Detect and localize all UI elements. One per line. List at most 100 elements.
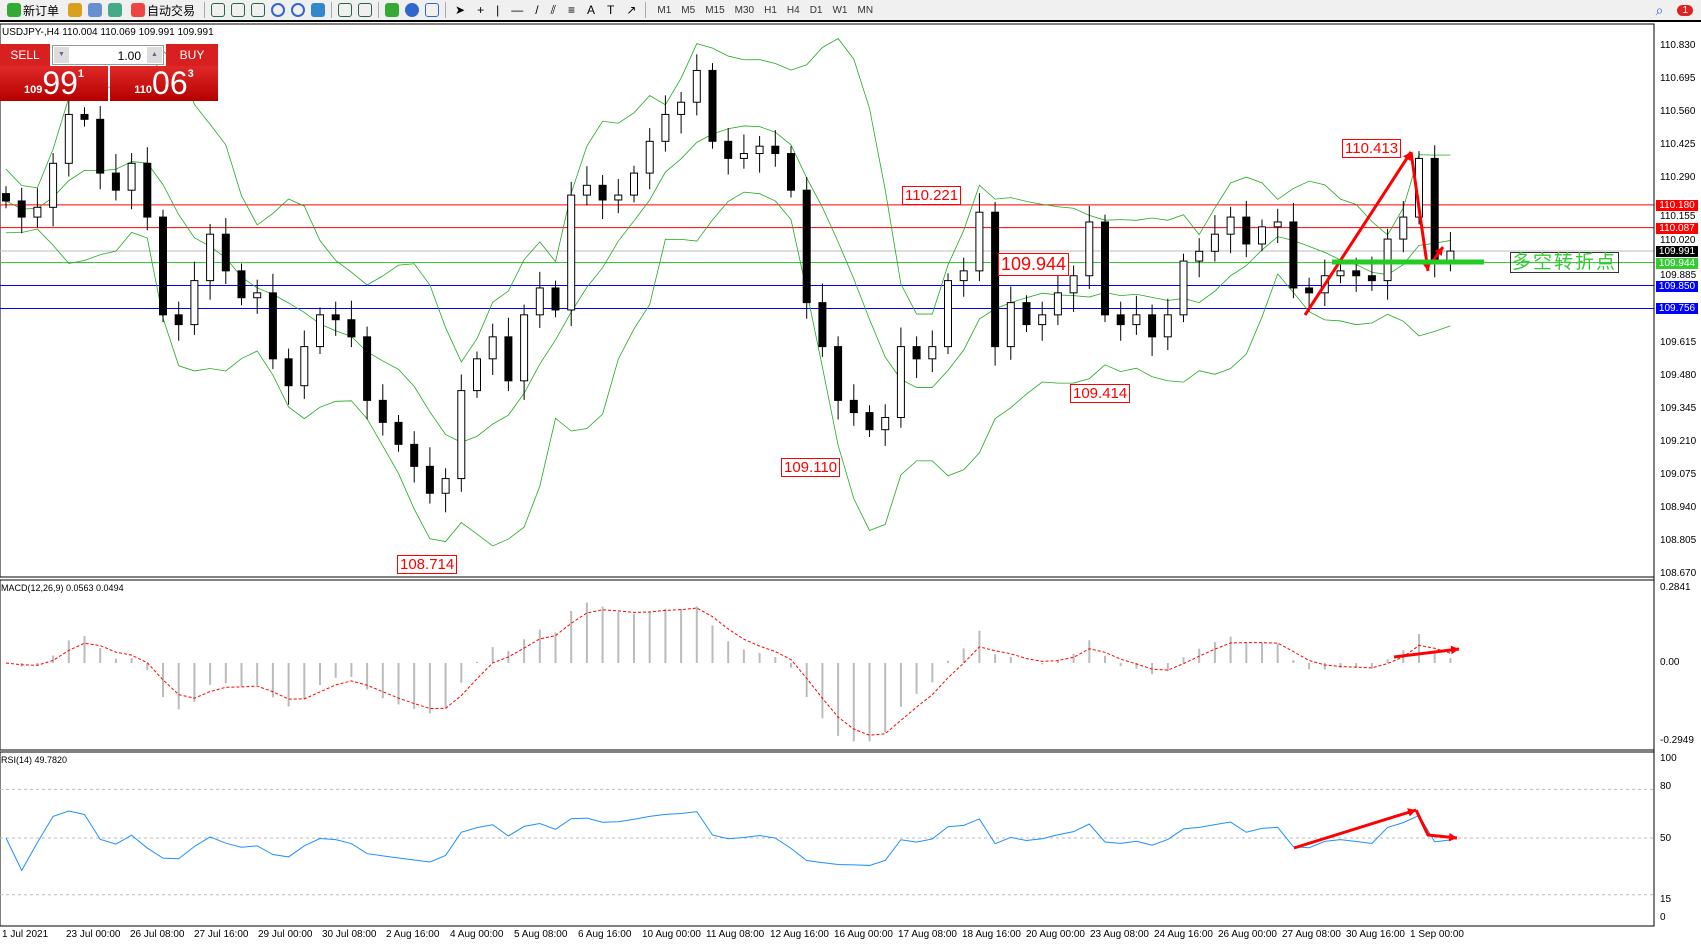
macd-label: MACD(12,26,9) 0.0563 0.0494 <box>1 583 124 593</box>
channel-icon[interactable]: ⫽ <box>550 2 556 17</box>
candle-body <box>473 358 481 392</box>
horizontal-line-icon[interactable]: — <box>511 3 524 17</box>
symbol-info: USDJPY-,H4 110.004 110.069 109.991 109.9… <box>2 27 214 38</box>
candle-body <box>49 162 58 208</box>
candle-body <box>143 162 152 218</box>
price-axis-tick: 110.425 <box>1660 139 1696 150</box>
fibonacci-icon[interactable]: ≡ <box>567 3 575 17</box>
candle-body <box>504 336 513 382</box>
timeframe-m5[interactable]: M5 <box>681 4 696 16</box>
price-axis-tick: 108.805 <box>1660 535 1697 546</box>
rsi-axis: 15 <box>1660 894 1672 905</box>
time-axis-label: 5 Aug 08:00 <box>514 929 568 940</box>
candle-body <box>724 140 733 159</box>
lot-decrease-icon[interactable]: ▼ <box>54 47 69 63</box>
one-click-trading-panel: SELL ▼ 1.00 ▲ BUY 109 99 1 110 06 3 <box>0 44 218 101</box>
timeframe-m15[interactable]: M15 <box>705 4 725 16</box>
candle-body <box>959 270 968 282</box>
zoom-in-icon[interactable] <box>271 3 286 17</box>
candle-body <box>1053 292 1062 316</box>
vertical-line-icon[interactable]: | <box>496 3 500 17</box>
buy-button[interactable]: BUY <box>166 44 218 66</box>
candle-body <box>33 206 42 218</box>
time-axis-label: 23 Aug 08:00 <box>1090 929 1149 940</box>
candle-chart-icon[interactable] <box>231 3 246 17</box>
navigator-icon[interactable] <box>88 3 103 17</box>
chart-shift-icon[interactable] <box>358 3 373 17</box>
candle-body <box>1305 287 1314 294</box>
candle-body <box>1226 216 1235 235</box>
timeframe-h1[interactable]: H1 <box>764 4 777 16</box>
candle-body <box>1006 302 1015 348</box>
lot-increase-icon[interactable]: ▲ <box>147 47 162 63</box>
timeframe-h4[interactable]: H4 <box>786 4 800 16</box>
bollinger-upper <box>5 38 1451 363</box>
candle-body <box>300 346 309 387</box>
timeframe-m1[interactable]: M1 <box>657 4 672 16</box>
text-label-icon[interactable]: T <box>606 3 615 17</box>
candle-body <box>645 140 654 174</box>
candle-body <box>410 443 419 467</box>
rsi-arrow-up-head <box>1407 808 1416 817</box>
periods-icon[interactable] <box>405 3 420 17</box>
sell-price[interactable]: 109 99 1 <box>0 66 108 101</box>
auto-trading-button[interactable]: 自动交易 <box>128 2 198 19</box>
timeframe-m30[interactable]: M30 <box>734 4 755 16</box>
templates-icon[interactable] <box>425 3 440 17</box>
candle-body <box>2 193 10 202</box>
price-label: 109.414 <box>1070 384 1131 403</box>
candle-body <box>1069 275 1078 294</box>
price-axis-tick: 109.480 <box>1660 370 1697 381</box>
price-label-low: 108.714 <box>397 555 458 574</box>
timeframe-mn[interactable]: MN <box>857 4 874 16</box>
buy-price[interactable]: 110 06 3 <box>110 66 218 101</box>
price-axis-tick: 110.830 <box>1660 40 1696 51</box>
notifications-badge[interactable]: 1 <box>1677 5 1693 16</box>
candle-body <box>1242 216 1251 245</box>
text-icon[interactable]: A <box>586 3 595 17</box>
rsi-arrow-down <box>1414 809 1458 840</box>
crosshair-icon[interactable]: + <box>477 3 485 17</box>
line-chart-icon[interactable] <box>251 3 266 17</box>
candle-body <box>363 336 372 401</box>
time-axis-label: 4 Aug 00:00 <box>450 929 504 940</box>
timeframe-d1[interactable]: D1 <box>809 4 823 16</box>
pivot-text-label: 多空转折点 <box>1510 252 1619 273</box>
rsi-axis: 50 <box>1660 833 1672 844</box>
time-axis-label: 30 Jul 08:00 <box>322 929 377 940</box>
level-price-tag: 110.180 <box>1656 200 1698 211</box>
trendline-icon[interactable]: / <box>535 3 539 17</box>
sell-button[interactable]: SELL <box>0 44 50 66</box>
new-order-button[interactable]: 新订单 <box>4 2 62 19</box>
candle-body <box>928 346 937 360</box>
sell-price-prefix: 109 <box>23 84 43 96</box>
lot-size-field[interactable]: ▼ 1.00 ▲ <box>52 45 164 65</box>
rsi-axis: 0 <box>1660 912 1666 923</box>
indicators-icon[interactable] <box>385 3 400 17</box>
time-axis-label: 18 Aug 16:00 <box>962 929 1021 940</box>
candle-body <box>802 189 811 304</box>
bar-chart-icon[interactable] <box>211 3 226 17</box>
candle-body <box>127 162 136 191</box>
timeframe-w1[interactable]: W1 <box>832 4 848 16</box>
cursor-icon[interactable]: ➤ <box>455 3 466 17</box>
trend-arrow-down-head <box>1422 262 1432 271</box>
arrows-icon[interactable]: ↗ <box>626 3 637 17</box>
lot-value[interactable]: 1.00 <box>117 49 141 63</box>
rsi-axis: 80 <box>1660 781 1672 792</box>
candle-body <box>457 390 466 480</box>
candle-body <box>441 478 450 494</box>
search-icon[interactable]: ⌕ <box>1655 2 1664 18</box>
macd-arrow-head <box>1450 645 1459 655</box>
market-watch-icon[interactable] <box>68 3 83 17</box>
tile-windows-icon[interactable] <box>311 3 326 17</box>
signal-icon[interactable] <box>108 3 123 17</box>
trend-arrow-rebound-head <box>1434 247 1443 256</box>
zoom-out-icon[interactable] <box>291 3 306 17</box>
candle-body <box>1210 233 1219 252</box>
price-axis-tick: 109.210 <box>1660 436 1697 447</box>
sell-price-big: 99 <box>42 65 78 101</box>
time-axis-label: 6 Aug 16:00 <box>578 929 632 940</box>
auto-scroll-icon[interactable] <box>338 3 353 17</box>
